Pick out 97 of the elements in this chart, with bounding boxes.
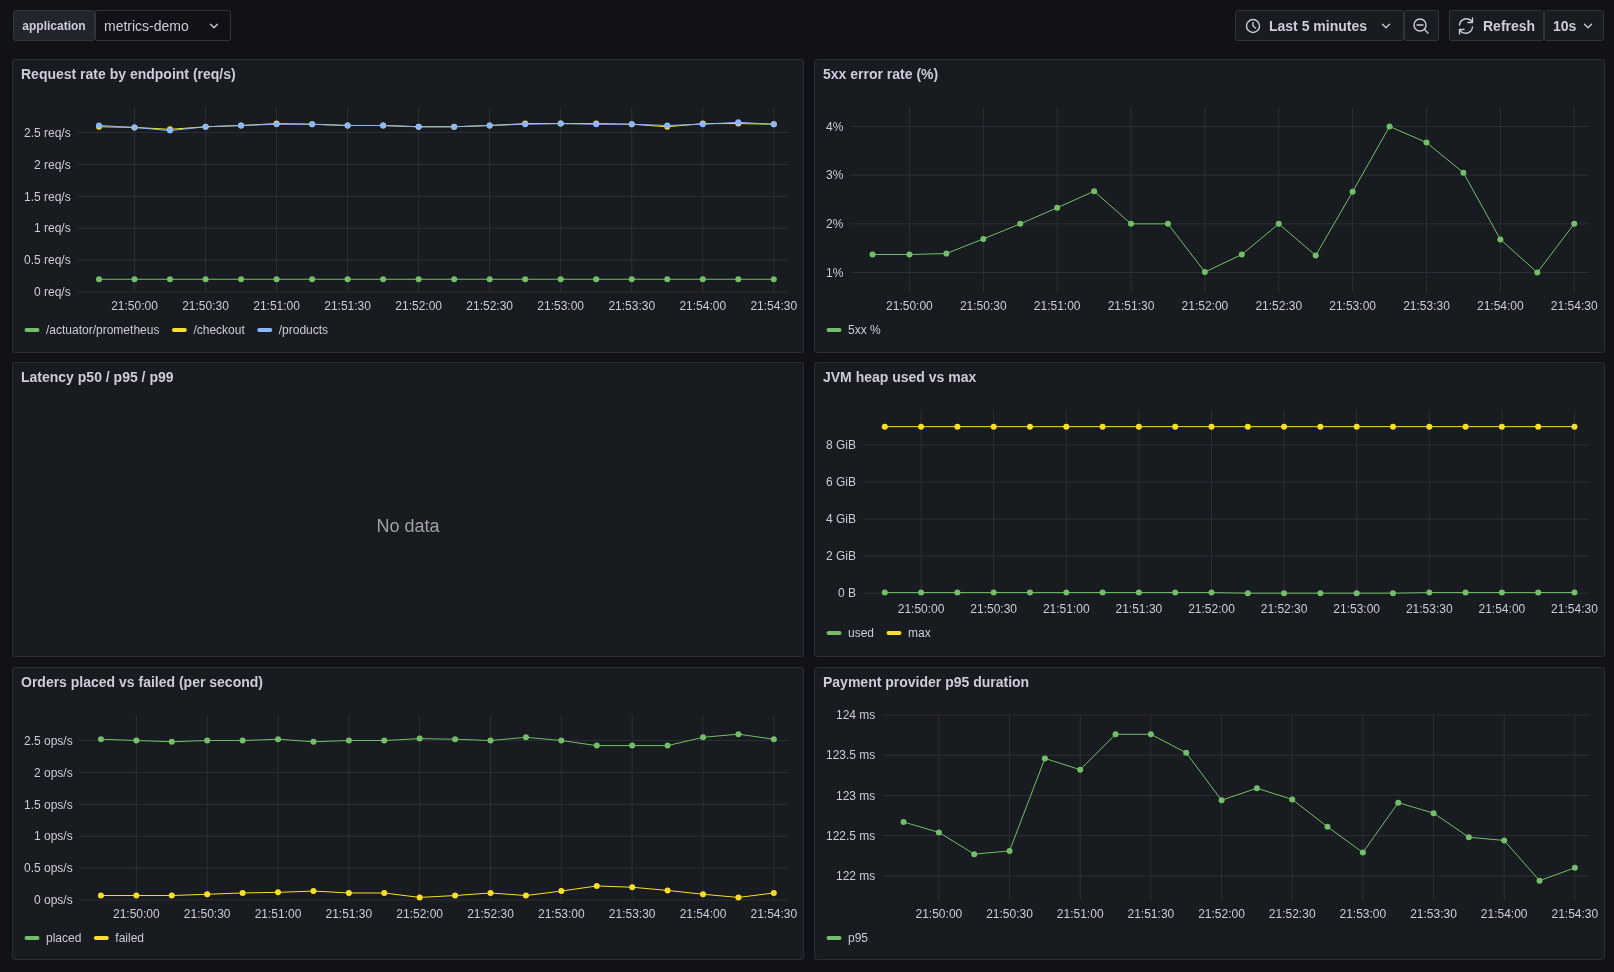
x-tick-label: 21:51:30 [1127,907,1175,921]
x-tick-label: 21:51:00 [1033,299,1081,313]
x-tick-label: 21:52:00 [395,299,443,313]
text: 10s [1553,17,1577,34]
y-tick-label: 2.5 ops/s [23,733,73,748]
legend-label: max [908,626,931,641]
x-tick-label: 21:50:30 [986,907,1034,921]
x-tick-label: 21:54:00 [1477,299,1525,313]
y-tick-label: 1.5 ops/s [23,797,73,812]
legend-label: /products [278,323,329,338]
y-tick-label: 3% [826,168,844,183]
chart-title: JVM heap used vs max [823,369,977,385]
x-tick-label: 21:54:00 [1480,907,1528,921]
y-tick-label: 0 B [838,586,857,601]
x-tick-label: 21:51:00 [1056,907,1104,921]
x-tick-label: 21:52:30 [467,907,515,921]
text: No data [376,515,441,536]
x-tick-label: 21:52:00 [1198,907,1246,921]
chart-title: 5xx error rate (%) [823,66,939,82]
x-tick-label: 21:54:30 [750,907,798,921]
x-tick-label: 21:52:30 [1268,907,1316,921]
y-tick-label: 1 req/s [34,221,71,236]
x-tick-label: 21:53:00 [537,299,585,313]
y-tick-label: 124 ms [836,708,876,723]
x-tick-label: 21:54:30 [750,299,798,313]
y-tick-label: 2% [826,217,844,232]
y-tick-label: 1 ops/s [33,829,73,844]
x-tick-label: 21:50:30 [183,907,231,921]
x-tick-label: 21:50:00 [111,299,159,313]
y-tick-label: 2 GiB [826,549,857,564]
text: Last 5 minutes [1269,17,1368,34]
x-tick-label: 21:51:30 [324,299,372,313]
y-tick-label: 2.5 req/s [23,125,71,140]
legend-label: /actuator/prometheus [46,323,160,338]
x-tick-label: 21:52:00 [1181,299,1229,313]
x-tick-label: 21:50:00 [886,299,934,313]
x-tick-label: 21:52:30 [1255,299,1303,313]
y-tick-label: 4% [826,119,844,134]
x-tick-label: 21:52:00 [396,907,444,921]
x-tick-label: 21:54:00 [679,907,727,921]
x-tick-label: 21:50:00 [113,907,161,921]
legend-label: 5xx % [848,323,882,338]
legend-label: placed [46,931,82,946]
x-tick-label: 21:50:00 [915,907,963,921]
y-tick-label: 4 GiB [826,512,857,527]
x-tick-label: 21:54:00 [1478,602,1526,616]
x-tick-label: 21:50:00 [897,602,945,616]
y-tick-label: 1.5 req/s [23,189,71,204]
text: Latency p50 / p95 / p99 [21,369,174,385]
chart-title: Request rate by endpoint (req/s) [21,66,236,82]
x-tick-label: 21:51:30 [1107,299,1155,313]
x-tick-label: 21:53:00 [1333,602,1381,616]
x-tick-label: 21:50:30 [959,299,1007,313]
x-tick-label: 21:53:00 [1329,299,1377,313]
y-tick-label: 6 GiB [826,475,857,490]
legend-label: /checkout [193,323,246,338]
y-tick-label: 122.5 ms [826,828,876,843]
x-tick-label: 21:51:00 [253,299,301,313]
x-tick-label: 21:54:00 [679,299,727,313]
x-tick-label: 21:51:30 [1115,602,1163,616]
y-tick-label: 0 ops/s [33,893,73,908]
x-tick-label: 21:50:30 [970,602,1018,616]
text: application [22,19,86,34]
y-tick-label: 123.5 ms [826,748,876,763]
x-tick-label: 21:52:30 [466,299,514,313]
x-tick-label: 21:52:30 [1260,602,1308,616]
y-tick-label: 0.5 req/s [23,253,71,268]
x-tick-label: 21:53:30 [608,907,656,921]
x-tick-label: 21:50:30 [182,299,230,313]
x-tick-label: 21:53:30 [608,299,656,313]
legend-label: p95 [848,931,869,946]
x-tick-label: 21:53:00 [537,907,586,921]
y-tick-label: 122 ms [836,869,876,884]
x-tick-label: 21:52:00 [1188,602,1236,616]
legend-label: used [848,626,875,641]
legend-label: failed [115,931,145,946]
y-tick-label: 1% [826,265,844,280]
y-tick-label: 2 ops/s [33,765,73,780]
x-tick-label: 21:54:30 [1551,602,1599,616]
x-tick-label: 21:53:30 [1403,299,1451,313]
y-tick-label: 0.5 ops/s [23,861,73,876]
x-tick-label: 21:53:30 [1405,602,1453,616]
y-tick-label: 0 req/s [34,285,71,300]
y-tick-label: 2 req/s [34,157,71,172]
x-tick-label: 21:54:30 [1551,907,1599,921]
y-tick-label: 8 GiB [826,438,857,453]
x-tick-label: 21:51:30 [325,907,373,921]
y-tick-label: 123 ms [836,788,876,803]
chart-title: Orders placed vs failed (per second) [21,674,263,690]
x-tick-label: 21:51:00 [1042,602,1090,616]
x-tick-label: 21:53:30 [1410,907,1458,921]
x-tick-label: 21:51:00 [254,907,302,921]
x-tick-label: 21:54:30 [1550,299,1598,313]
x-tick-label: 21:53:00 [1339,907,1387,921]
text: metrics-demo [104,17,190,34]
chart-title: Payment provider p95 duration [823,674,1030,690]
text: Refresh [1483,17,1536,34]
